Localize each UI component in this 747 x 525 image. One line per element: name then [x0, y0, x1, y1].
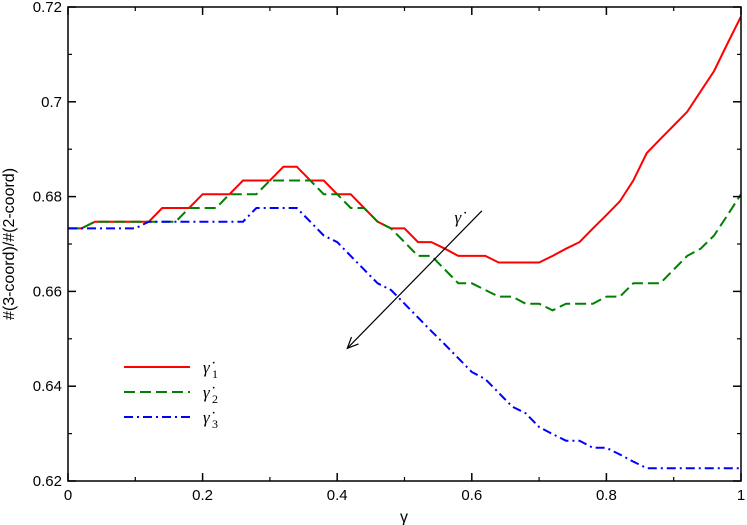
legend-label-1: γ̇ — [203, 358, 215, 377]
series-line-2 — [68, 179, 741, 312]
legend-label-2: γ̇ — [203, 383, 215, 402]
y-tick-label: 0.72 — [33, 0, 62, 16]
legend-subscript-1: 1 — [212, 367, 218, 381]
plot-background — [68, 7, 741, 481]
axes: 0 0.2 0.4 0.6 0.8 1 0.62 0.64 0.66 0.68 0.7 0.72 — [33, 0, 745, 504]
x-axis-label: γ — [400, 509, 408, 525]
y-axis-label: #(3-coord)/#(2-coord) — [1, 168, 18, 320]
x-tick-label: 0 — [64, 487, 72, 504]
y-tick-label: 0.66 — [33, 283, 62, 300]
legend-label-3: γ̇ — [203, 408, 215, 427]
y-tick-label: 0.7 — [41, 94, 62, 111]
series-line-3 — [68, 207, 741, 470]
legend-subscript-3: 3 — [212, 417, 218, 431]
annotation-arrow-head — [346, 336, 359, 350]
x-tick-label: 1 — [737, 487, 745, 504]
x-tick-label: 0.2 — [192, 487, 213, 504]
annotation-label: γ̇ — [455, 208, 467, 227]
y-tick-label: 0.64 — [33, 378, 62, 395]
y-tick-label: 0.68 — [33, 189, 62, 206]
annotation-arrow-line — [346, 210, 483, 349]
y-tick-label: 0.62 — [33, 473, 62, 490]
legend: γ̇ 1γ̇ 2γ̇ 3 — [124, 358, 218, 431]
x-tick-label: 0.6 — [461, 487, 482, 504]
x-tick-label: 0.8 — [596, 487, 617, 504]
legend-subscript-2: 2 — [212, 392, 218, 406]
annotation-layer: γ̇ — [346, 208, 483, 350]
series-line-1 — [68, 16, 741, 264]
series-layer — [68, 16, 741, 470]
x-tick-label: 0.4 — [327, 487, 348, 504]
